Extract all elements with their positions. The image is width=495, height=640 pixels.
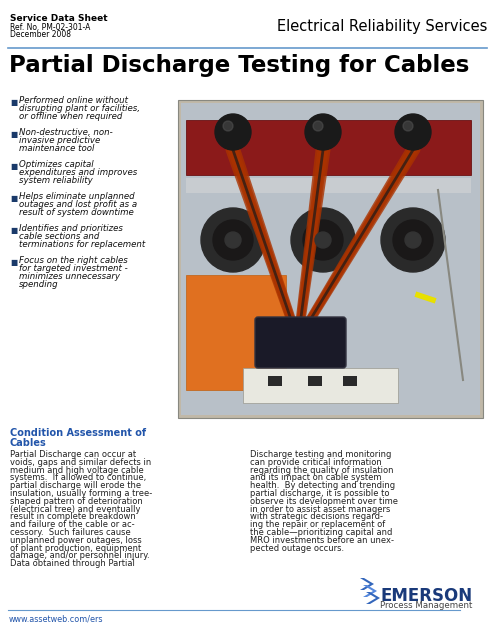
- Circle shape: [381, 208, 445, 272]
- Circle shape: [303, 220, 343, 260]
- Polygon shape: [363, 585, 377, 597]
- Circle shape: [201, 208, 265, 272]
- Text: ■: ■: [10, 225, 17, 234]
- Text: health.  By detecting and trending: health. By detecting and trending: [250, 481, 395, 490]
- Text: December 2008: December 2008: [10, 30, 71, 39]
- Text: for targeted investment -: for targeted investment -: [19, 264, 128, 273]
- Text: outages and lost profit as a: outages and lost profit as a: [19, 200, 137, 209]
- Text: terminations for replacement: terminations for replacement: [19, 240, 145, 249]
- Text: insulation, usually forming a tree-: insulation, usually forming a tree-: [10, 489, 152, 498]
- Circle shape: [395, 114, 431, 150]
- Text: partial discharge, it is possible to: partial discharge, it is possible to: [250, 489, 390, 498]
- FancyBboxPatch shape: [255, 317, 346, 368]
- Text: ■: ■: [10, 97, 17, 106]
- Text: cable sections and: cable sections and: [19, 232, 99, 241]
- FancyBboxPatch shape: [181, 103, 480, 415]
- Text: maintenance tool: maintenance tool: [19, 144, 95, 153]
- Text: Ref. No. PM-02-301-A: Ref. No. PM-02-301-A: [10, 23, 91, 32]
- Text: Service Data Sheet: Service Data Sheet: [10, 14, 107, 23]
- Text: Condition Assessment of: Condition Assessment of: [10, 428, 146, 438]
- Circle shape: [405, 232, 421, 248]
- Text: damage, and/or personnel injury.: damage, and/or personnel injury.: [10, 552, 149, 561]
- Text: www.assetweb.com/ers: www.assetweb.com/ers: [9, 615, 103, 624]
- Text: pected outage occurs.: pected outage occurs.: [250, 543, 344, 552]
- Text: Focus on the right cables: Focus on the right cables: [19, 256, 128, 265]
- Text: Partial Discharge Testing for Cables: Partial Discharge Testing for Cables: [9, 54, 469, 77]
- Text: ■: ■: [10, 129, 17, 138]
- Text: invasive predictive: invasive predictive: [19, 136, 100, 145]
- Text: and its impact on cable system: and its impact on cable system: [250, 474, 382, 483]
- FancyBboxPatch shape: [343, 376, 357, 386]
- Text: voids, gaps and similar defects in: voids, gaps and similar defects in: [10, 458, 151, 467]
- Text: of plant production, equipment: of plant production, equipment: [10, 543, 141, 552]
- Text: with strategic decisions regard-: with strategic decisions regard-: [250, 513, 383, 522]
- Text: observe its development over time: observe its development over time: [250, 497, 398, 506]
- FancyBboxPatch shape: [186, 275, 286, 390]
- Text: or offline when required: or offline when required: [19, 112, 122, 121]
- Text: expenditures and improves: expenditures and improves: [19, 168, 137, 177]
- Circle shape: [403, 121, 413, 131]
- Text: ■: ■: [10, 161, 17, 170]
- Text: in order to assist asset managers: in order to assist asset managers: [250, 504, 391, 513]
- Text: can provide critical information: can provide critical information: [250, 458, 382, 467]
- Text: spending: spending: [19, 280, 58, 289]
- Text: Performed online without: Performed online without: [19, 96, 128, 105]
- Text: Cables: Cables: [10, 438, 47, 448]
- Text: partial discharge will erode the: partial discharge will erode the: [10, 481, 141, 490]
- Circle shape: [393, 220, 433, 260]
- Text: ■: ■: [10, 257, 17, 266]
- Circle shape: [313, 121, 323, 131]
- Text: disrupting plant or facilities,: disrupting plant or facilities,: [19, 104, 140, 113]
- Text: result in complete breakdown: result in complete breakdown: [10, 513, 136, 522]
- FancyBboxPatch shape: [186, 178, 471, 193]
- Text: Partial Discharge can occur at: Partial Discharge can occur at: [10, 450, 136, 459]
- FancyBboxPatch shape: [186, 120, 471, 175]
- Polygon shape: [360, 578, 374, 590]
- Text: minimizes unnecessary: minimizes unnecessary: [19, 272, 120, 281]
- Text: the cable—prioritizing capital and: the cable—prioritizing capital and: [250, 528, 393, 537]
- Text: and failure of the cable or ac-: and failure of the cable or ac-: [10, 520, 135, 529]
- FancyBboxPatch shape: [268, 376, 282, 386]
- Text: (electrical tree) and eventually: (electrical tree) and eventually: [10, 504, 141, 513]
- Text: ing the repair or replacement of: ing the repair or replacement of: [250, 520, 385, 529]
- Text: ■: ■: [10, 193, 17, 202]
- Circle shape: [215, 114, 251, 150]
- Text: MRO investments before an unex-: MRO investments before an unex-: [250, 536, 394, 545]
- Circle shape: [225, 232, 241, 248]
- Text: system reliability: system reliability: [19, 176, 93, 185]
- Text: medium and high voltage cable: medium and high voltage cable: [10, 466, 144, 475]
- Text: Discharge testing and monitoring: Discharge testing and monitoring: [250, 450, 392, 459]
- Text: systems.  If allowed to continue,: systems. If allowed to continue,: [10, 474, 146, 483]
- Text: Electrical Reliability Services: Electrical Reliability Services: [277, 19, 487, 33]
- Text: Process Management: Process Management: [380, 602, 472, 611]
- Text: cessory.  Such failures cause: cessory. Such failures cause: [10, 528, 131, 537]
- Circle shape: [305, 114, 341, 150]
- Circle shape: [291, 208, 355, 272]
- FancyBboxPatch shape: [308, 376, 322, 386]
- FancyBboxPatch shape: [178, 100, 483, 418]
- Text: EMERSON: EMERSON: [380, 587, 472, 605]
- Text: Optimizes capital: Optimizes capital: [19, 160, 94, 169]
- Text: Identifies and prioritizes: Identifies and prioritizes: [19, 224, 123, 233]
- Text: Non-destructive, non-: Non-destructive, non-: [19, 128, 113, 137]
- Text: result of system downtime: result of system downtime: [19, 208, 134, 217]
- FancyBboxPatch shape: [243, 368, 398, 403]
- Polygon shape: [366, 592, 380, 604]
- Text: shaped pattern of deterioration: shaped pattern of deterioration: [10, 497, 143, 506]
- Circle shape: [213, 220, 253, 260]
- Text: Data obtained through Partial: Data obtained through Partial: [10, 559, 135, 568]
- Circle shape: [223, 121, 233, 131]
- Circle shape: [315, 232, 331, 248]
- Text: unplanned power outages, loss: unplanned power outages, loss: [10, 536, 142, 545]
- Text: Helps eliminate unplanned: Helps eliminate unplanned: [19, 192, 135, 201]
- Text: regarding the quality of insulation: regarding the quality of insulation: [250, 466, 394, 475]
